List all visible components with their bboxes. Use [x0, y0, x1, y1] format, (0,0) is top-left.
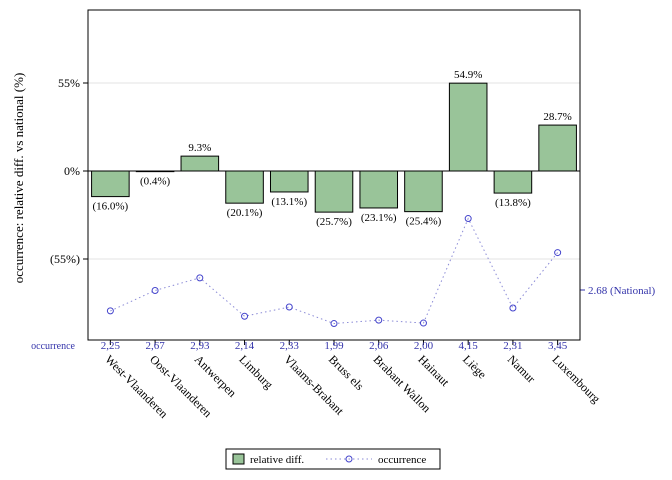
chart-labels: 55% 0% (55%) (16.0%) (0.4%) 9.3% (20.1%) (13.1%…	[11, 69, 656, 421]
bar-value-label: 9.3%	[188, 142, 211, 154]
bar-value-label: (25.4%)	[406, 216, 442, 228]
bar-value-label: (0.4%)	[140, 176, 171, 188]
category-label: Luxembourg	[550, 352, 604, 406]
bar	[269, 170, 309, 193]
gridlines	[88, 82, 580, 260]
occurrence-value-label: 2,00	[414, 340, 434, 352]
bar	[225, 170, 264, 204]
bar-value-label: (20.1%)	[227, 207, 263, 219]
category-label: Namur	[505, 352, 538, 385]
occurrence-value-label: 3,45	[548, 340, 568, 352]
category-label: Limburg	[236, 352, 275, 391]
occurrence-value-label: 2,14	[235, 340, 255, 352]
occurrence-point	[509, 304, 517, 312]
occurrence-point	[196, 274, 204, 282]
y-axis-title: occurrence: relative diff. vs national (…	[11, 73, 26, 284]
category-label: Antwerpen	[192, 352, 240, 400]
occurrence-point	[241, 312, 249, 320]
legend-swatch-bars	[232, 453, 245, 465]
occurrence-value-label: 2,06	[369, 340, 389, 352]
legend-label-relative-diff: relative diff.	[250, 454, 304, 466]
occurrence-point	[330, 320, 338, 328]
bar-value-label: 54.9%	[454, 69, 482, 81]
bar-value-label: (23.1%)	[361, 212, 397, 224]
bar-value-label: (13.1%)	[271, 196, 307, 208]
occurrence-point	[464, 215, 472, 223]
occurrence-value-label: 1,99	[324, 340, 344, 352]
legend-box	[225, 448, 441, 470]
y-tick-label: 0%	[64, 164, 80, 178]
bar-value-label: (16.0%)	[92, 201, 128, 213]
bar	[404, 170, 443, 213]
occurrence-value-label: 2,33	[280, 340, 300, 352]
occurrence-series	[106, 215, 562, 328]
legend: relative diff. occurrence	[225, 448, 441, 470]
occurrence-point	[285, 303, 293, 311]
bar	[91, 170, 130, 198]
category-label: Bruss els	[326, 352, 367, 393]
bar-value-label: (13.8%)	[495, 197, 531, 209]
bar-value-label: 28.7%	[543, 111, 571, 123]
bar-series	[91, 82, 577, 213]
national-label: 2.68 (National)	[588, 285, 656, 297]
y-tick-label: 55%	[58, 76, 80, 90]
occurrence-point	[375, 316, 383, 324]
legend-label-occurrence: occurrence	[378, 454, 426, 466]
occurrence-value-label: 2,25	[101, 340, 121, 352]
occurrence-row-label: occurrence	[31, 341, 75, 352]
occurrence-line	[110, 217, 559, 325]
occurrence-value-label: 2,31	[503, 340, 522, 352]
occurrence-value-label: 2,93	[190, 340, 210, 352]
bar	[359, 170, 399, 209]
bar	[314, 170, 354, 213]
plot-frame	[83, 9, 585, 345]
bar	[538, 124, 577, 172]
bar	[180, 155, 220, 172]
occurrence-point	[106, 307, 114, 315]
bar	[448, 82, 488, 172]
occurrence-point	[419, 319, 427, 327]
legend-swatch-marker	[345, 455, 353, 463]
category-label: Liège	[460, 352, 489, 381]
bar-value-label: (25.7%)	[316, 216, 352, 228]
occurrence-point	[151, 286, 159, 294]
occurrence-point	[554, 249, 562, 257]
bar	[493, 170, 533, 194]
occurrence-value-label: 2,67	[145, 340, 165, 352]
y-tick-label: (55%)	[50, 252, 80, 266]
occurrence-value-label: 4,15	[459, 340, 479, 352]
category-label: Hainaut	[415, 352, 452, 389]
